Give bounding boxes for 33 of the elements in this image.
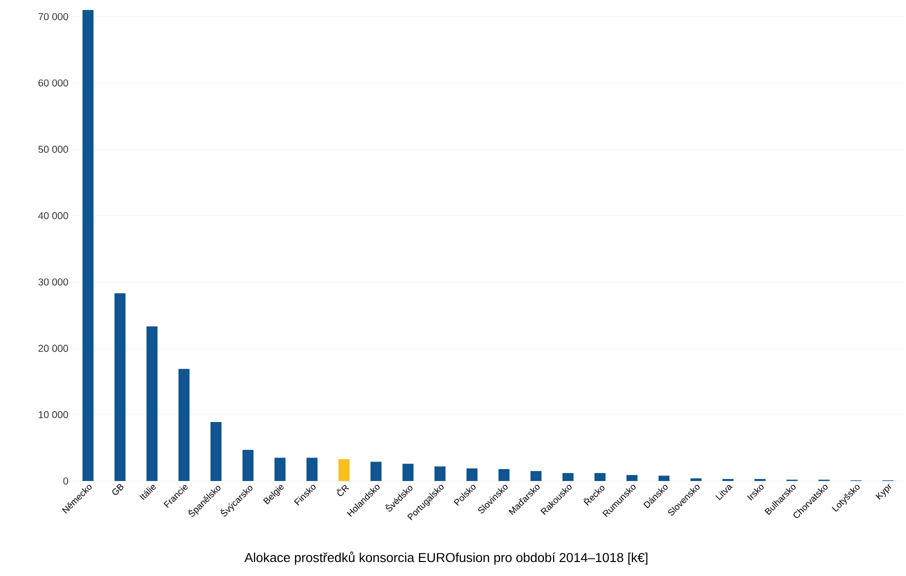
x-tick-label: Itálie bbox=[139, 485, 156, 500]
bar bbox=[562, 473, 574, 481]
x-tick-label: Litva bbox=[715, 484, 733, 500]
y-tick-label: 0 bbox=[63, 477, 68, 485]
bar bbox=[370, 462, 382, 481]
x-tick-label: GB bbox=[112, 484, 124, 495]
bar bbox=[146, 326, 158, 481]
bar bbox=[210, 422, 222, 481]
bar bbox=[434, 466, 446, 481]
bar bbox=[594, 473, 606, 481]
bar bbox=[274, 458, 286, 481]
bar bbox=[114, 293, 126, 481]
bar bbox=[658, 476, 670, 481]
bar bbox=[690, 478, 702, 481]
x-tick-label: ČR bbox=[336, 485, 350, 496]
bar bbox=[82, 10, 94, 481]
bar bbox=[338, 459, 350, 481]
bar bbox=[306, 458, 318, 481]
bar bbox=[402, 464, 414, 481]
bar bbox=[626, 475, 638, 481]
text: Alokace prostředků konsorcia EUROfusion pro období 2014–1018 [k€] bbox=[244, 552, 648, 565]
bar bbox=[530, 471, 542, 481]
y-tick-label: 60 000 bbox=[38, 79, 68, 86]
bar bbox=[466, 468, 478, 481]
y-tick-label: 70 000 bbox=[38, 13, 68, 20]
y-tick-label: 50 000 bbox=[38, 146, 68, 153]
y-tick-label: 10 000 bbox=[38, 411, 68, 418]
y-tick-label: 30 000 bbox=[38, 278, 68, 286]
y-tick-label: 20 000 bbox=[38, 344, 68, 352]
bar bbox=[242, 450, 254, 481]
y-tick-label: 40 000 bbox=[38, 212, 68, 220]
bar bbox=[178, 368, 190, 481]
bar bbox=[498, 469, 510, 481]
